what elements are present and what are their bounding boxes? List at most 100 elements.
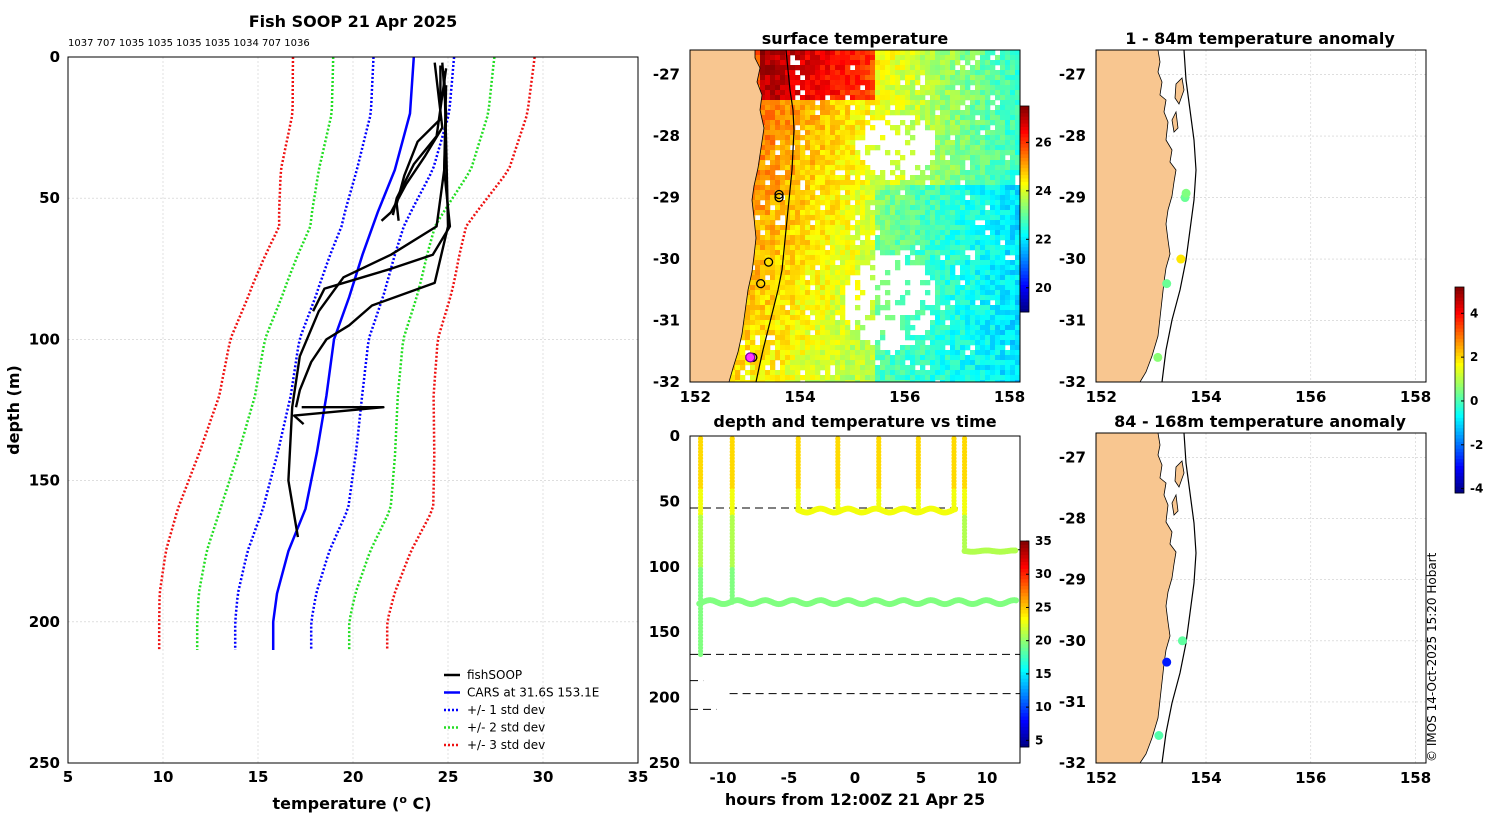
sst-cell xyxy=(900,120,906,126)
sst-cell xyxy=(810,290,816,296)
sst-cell xyxy=(820,225,826,231)
sst-cell xyxy=(1010,160,1016,166)
sst-cell xyxy=(845,345,851,351)
sst-cell xyxy=(935,280,941,286)
sst-cell xyxy=(780,235,786,241)
sst-cell xyxy=(1010,60,1016,66)
sst-cell xyxy=(995,170,1001,176)
sst-cell xyxy=(960,380,966,382)
sst-cell xyxy=(930,250,936,256)
sst-cell xyxy=(785,235,791,241)
sst-cell xyxy=(885,375,891,381)
sst-cell xyxy=(920,380,926,382)
sst-cell xyxy=(955,150,961,156)
sst-cell xyxy=(980,345,986,351)
sst-cell xyxy=(960,155,966,161)
sst-cell xyxy=(745,320,751,326)
sst-cell xyxy=(895,80,901,86)
sst-cell xyxy=(835,130,841,136)
sst-cell xyxy=(920,55,926,61)
sst-cell xyxy=(830,105,836,111)
sst-cell xyxy=(985,155,991,161)
sst-cell xyxy=(865,210,871,216)
sst-cell xyxy=(990,225,996,231)
sst-cell xyxy=(950,260,956,266)
sst-cell xyxy=(740,330,746,336)
sst-cell xyxy=(900,295,906,301)
sst-cell xyxy=(765,175,771,181)
sst-cell xyxy=(835,275,841,281)
sst-cell xyxy=(930,105,936,111)
sst-cell xyxy=(755,225,761,231)
sst-cell xyxy=(875,90,881,96)
sst-cell xyxy=(895,210,901,216)
sst-cell xyxy=(970,155,976,161)
sst-cell xyxy=(915,345,921,351)
sst-cell xyxy=(885,100,891,106)
sst-cell xyxy=(880,210,886,216)
sst-cell xyxy=(990,360,996,366)
sst-cell xyxy=(815,300,821,306)
sst-cell xyxy=(1010,350,1016,356)
sst-cell xyxy=(950,240,956,246)
sst-cell xyxy=(815,365,821,371)
sst-cell xyxy=(910,70,916,76)
sst-cell xyxy=(930,220,936,226)
sst-cell xyxy=(955,180,961,186)
sst-cell xyxy=(825,300,831,306)
sst-cell xyxy=(765,355,771,361)
sst-cell xyxy=(805,215,811,221)
sst-cell xyxy=(845,140,851,146)
sst-cell xyxy=(825,100,831,106)
sst-cell xyxy=(920,255,926,261)
sst-colorbar-segment xyxy=(1020,219,1029,224)
sst-cell xyxy=(870,195,876,201)
sst-cell xyxy=(790,170,796,176)
sst-cell xyxy=(780,160,786,166)
sst-cell xyxy=(900,245,906,251)
sst-cell xyxy=(995,110,1001,116)
sst-cell xyxy=(825,265,831,271)
sst-cell xyxy=(925,305,931,311)
sst-cell xyxy=(770,170,776,176)
sst-cell xyxy=(960,310,966,316)
sst-cell xyxy=(870,380,876,382)
sst-cell xyxy=(825,115,831,121)
sst-cell xyxy=(810,300,816,306)
sst-cell xyxy=(805,350,811,356)
sst-cell xyxy=(950,295,956,301)
sst-cell xyxy=(945,280,951,286)
sst-cell xyxy=(1000,310,1006,316)
sst-cell xyxy=(855,80,861,86)
sst-cell xyxy=(920,115,926,121)
sst-cell xyxy=(1010,200,1016,206)
sst-cell xyxy=(820,285,826,291)
sst-cell xyxy=(815,120,821,126)
time-ytick-label: 100 xyxy=(649,558,680,576)
sst-cell xyxy=(780,340,786,346)
sst-cell xyxy=(955,375,961,381)
sst-cell xyxy=(860,80,866,86)
sst-cell xyxy=(795,65,801,71)
sst-cell xyxy=(940,215,946,221)
time-xtick-label: 5 xyxy=(916,769,926,787)
sst-cell xyxy=(780,375,786,381)
sst-cell xyxy=(845,365,851,371)
sst-cell xyxy=(760,160,766,166)
sst-cell xyxy=(810,310,816,316)
sst-cell xyxy=(855,370,861,376)
sst-cell xyxy=(790,305,796,311)
sst-cell xyxy=(895,60,901,66)
sst-cell xyxy=(770,85,776,91)
sst-cell xyxy=(1005,125,1011,131)
anomaly-colorbar-segment xyxy=(1455,424,1464,429)
sst-cell xyxy=(740,355,746,361)
anomaly-colorbar-label: -4 xyxy=(1470,482,1483,496)
sst-cell xyxy=(770,60,776,66)
sst-cell xyxy=(1010,80,1016,86)
sst-cell xyxy=(1010,260,1016,266)
sst-cell xyxy=(910,240,916,246)
sst-cell xyxy=(920,260,926,266)
sst-cell xyxy=(940,340,946,346)
sst-cell xyxy=(940,265,946,271)
